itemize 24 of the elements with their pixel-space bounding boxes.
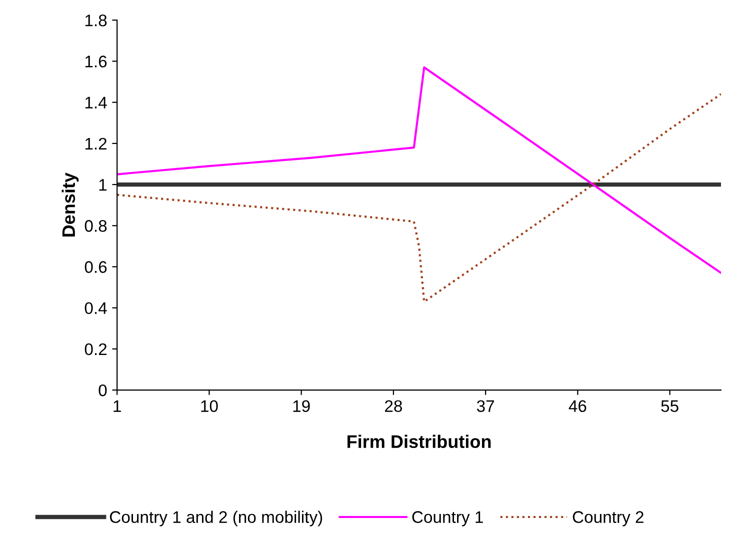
x-tick-label: 19 bbox=[293, 400, 310, 412]
x-tick-label: 37 bbox=[476, 400, 494, 412]
y-axis-title: Density bbox=[62, 172, 79, 236]
line-series bbox=[117, 66, 721, 274]
x-tick-label: 10 bbox=[201, 400, 218, 412]
x-tick-label: 55 bbox=[661, 400, 678, 412]
legend-label: Country 1 and 2 (no mobility) bbox=[110, 510, 322, 526]
y-tick-label: 1.8 bbox=[85, 14, 107, 26]
y-tick-label: 0.2 bbox=[84, 343, 107, 356]
line-series bbox=[117, 93, 721, 303]
x-tick-label: 28 bbox=[385, 400, 402, 412]
x-axis-title: Firm Distribution bbox=[348, 434, 491, 448]
y-tick-label: 1.4 bbox=[85, 96, 107, 108]
legend-label: Country 2 bbox=[572, 511, 644, 526]
y-tick-label: 0.6 bbox=[84, 261, 107, 273]
x-tick-label: 46 bbox=[568, 400, 586, 412]
y-tick-label: 0.4 bbox=[84, 302, 107, 314]
y-tick-label: 0.8 bbox=[84, 220, 107, 232]
y-tick-label: 1.2 bbox=[85, 138, 107, 150]
y-tick-label: 0 bbox=[98, 384, 107, 396]
legend-label: Country 1 bbox=[412, 511, 483, 526]
y-tick-label: 1.6 bbox=[85, 56, 107, 68]
y-tick-label: 1 bbox=[99, 179, 107, 191]
x-tick-label: 1 bbox=[114, 400, 121, 412]
